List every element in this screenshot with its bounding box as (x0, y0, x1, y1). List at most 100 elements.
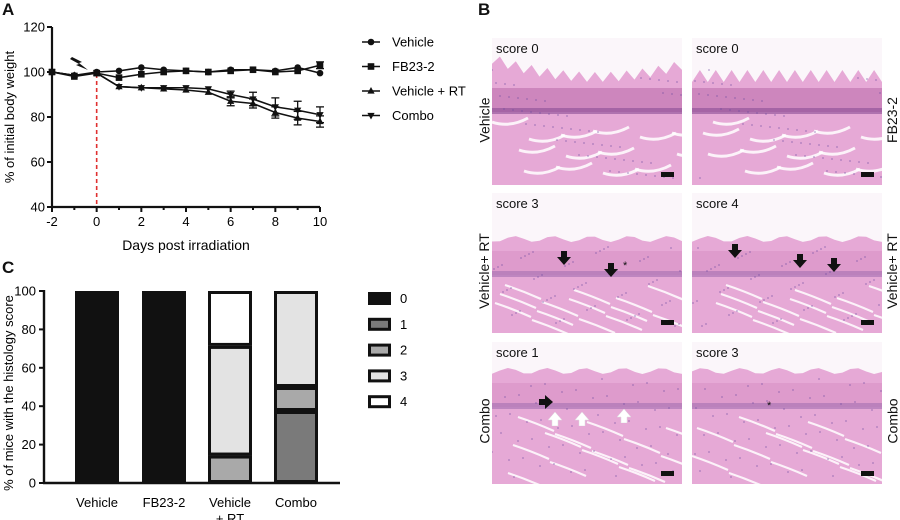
y-tick-label: 60 (31, 155, 45, 170)
y-tick-label: 80 (31, 110, 45, 125)
bar-segment-score-3 (274, 291, 318, 387)
histology-score-label: score 3 (696, 345, 739, 360)
annotation-arrow-icon (575, 412, 589, 426)
legend-label: Combo (392, 108, 434, 123)
data-point-marker (249, 66, 257, 74)
histology-score-label: score 0 (496, 41, 539, 56)
legend-marker-icon (367, 63, 375, 70)
legend-swatch-icon (368, 369, 391, 383)
data-point-marker (271, 104, 279, 111)
data-point-marker (138, 70, 145, 78)
lightning-bolt-icon (70, 57, 88, 70)
category-label: FB23-2 (143, 495, 186, 510)
y-tick-label: 60 (22, 360, 36, 375)
scale-bar (661, 471, 674, 476)
legend-item: FB23-2 (362, 59, 435, 74)
data-point-marker (294, 67, 301, 75)
bar-segment-score-3 (208, 345, 252, 456)
data-point-marker (138, 64, 145, 71)
scale-bar (861, 320, 874, 325)
annotation-arrow-icon (617, 409, 631, 423)
series-vehicle-rt (48, 68, 324, 128)
data-point-marker (115, 74, 123, 81)
data-point-marker (160, 68, 167, 76)
legend-label: FB23-2 (392, 59, 435, 74)
data-point-marker (70, 72, 78, 80)
legend-item: Combo (362, 108, 434, 123)
data-point-marker (137, 85, 145, 92)
data-point-marker (48, 69, 56, 76)
bar-segment-score-0 (75, 291, 119, 483)
data-point-marker (294, 107, 302, 115)
bar-segment-score-4 (208, 291, 252, 346)
legend-label: Vehicle + RT (392, 84, 466, 99)
x-tick-label: 0 (93, 214, 100, 229)
annotation-arrow-icon (793, 254, 807, 268)
histology-image-2-0: score 1 (492, 342, 682, 484)
series-combo (48, 69, 324, 124)
histology-image-1-1: score 4 (692, 193, 882, 333)
y-tick-label: 20 (22, 437, 36, 452)
legend-label: 2 (400, 343, 407, 358)
legend-marker-icon (367, 38, 375, 46)
data-point-marker (182, 85, 190, 92)
scale-bar (861, 471, 874, 476)
legend-item: 3 (368, 368, 407, 383)
x-tick-label: -2 (46, 214, 58, 229)
data-point-marker (205, 68, 212, 76)
legend-label: 4 (400, 394, 407, 409)
legend-swatch-icon (368, 292, 391, 305)
bar-vehicle (208, 291, 252, 484)
legend-item: Vehicle (362, 35, 434, 50)
legend-label: 3 (400, 368, 407, 383)
data-point-marker (204, 86, 212, 93)
legend-item: 0 (368, 291, 407, 306)
bar-combo (274, 291, 318, 483)
histology-score-label: score 0 (696, 41, 739, 56)
annotation-arrow-icon (539, 395, 553, 409)
data-point-marker (227, 67, 234, 75)
annotation-arrow-icon (557, 251, 571, 265)
bar-segment-score-2 (208, 455, 252, 484)
asterisk-marker-icon: * (623, 260, 628, 272)
data-point-marker (227, 91, 235, 99)
data-point-marker (182, 67, 190, 75)
x-tick-label: 4 (182, 214, 189, 229)
row-label-left: Vehicle (476, 96, 493, 143)
annotation-arrow-icon (604, 263, 618, 277)
data-point-marker (227, 97, 235, 104)
y-tick-label: 40 (31, 200, 45, 215)
histology-image-0-1: score 0 (692, 38, 882, 185)
data-point-marker (316, 112, 324, 119)
x-tick-label: 6 (227, 214, 234, 229)
asterisk-marker-icon: * (767, 400, 772, 412)
legend-label: 0 (400, 291, 407, 306)
body-weight-line-chart: 40 60 80 100 120 -2 0 2 4 6 8 10 Days post irradiati… (2, 20, 466, 254)
histology-score-label: score 1 (496, 345, 539, 360)
data-point-marker (160, 85, 168, 92)
y-tick-label: 100 (23, 65, 45, 80)
histology-score-label: score 4 (696, 196, 739, 211)
data-point-marker (272, 68, 279, 76)
bar-vehicle (75, 291, 119, 483)
bar-segment-score-1 (274, 411, 318, 483)
data-point-marker (249, 96, 257, 103)
y-tick-label: 80 (22, 322, 36, 337)
x-tick-label: 8 (272, 214, 279, 229)
panel-label-b: B (478, 0, 491, 19)
category-label: Vehicle (209, 495, 251, 510)
scale-bar (661, 172, 674, 177)
y-tick-label: 120 (23, 20, 45, 35)
legend-label: Vehicle (392, 35, 434, 50)
row-label-right: Combo (884, 398, 900, 444)
legend-item: 1 (368, 317, 407, 332)
y-axis-label: % of mice with the histology score (1, 295, 16, 491)
row-label-left: Vehicle+ RT (475, 233, 492, 309)
histology-score-label: score 3 (496, 196, 539, 211)
histology-image-1-0: score 3 * (492, 193, 682, 333)
data-point-marker (93, 70, 101, 78)
row-label-right: FB23-2 (883, 96, 900, 143)
legend-swatch-icon (368, 395, 391, 409)
legend-swatch-icon (368, 317, 391, 331)
